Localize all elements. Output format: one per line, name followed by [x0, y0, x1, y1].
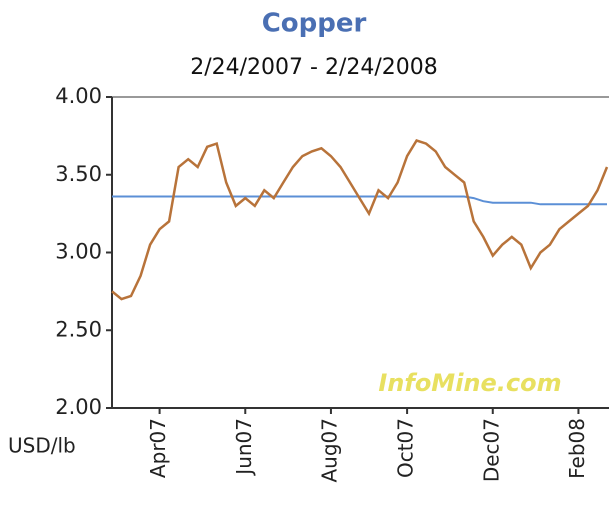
y-tick-label: 2.00 [55, 395, 102, 419]
y-tick-label: 3.50 [55, 162, 102, 186]
chart-title: Copper [262, 9, 367, 39]
x-tick-label: Jun07 [232, 418, 256, 477]
chart-subtitle: 2/24/2007 - 2/24/2008 [190, 55, 438, 80]
x-tick-label: Oct07 [394, 418, 418, 478]
series-line [111, 139, 609, 301]
y-tick-label: 4.00 [55, 84, 102, 108]
x-tick-label: Apr07 [146, 418, 170, 478]
x-tick-label: Aug07 [317, 418, 341, 483]
x-tick-label: Dec07 [479, 418, 503, 482]
y-axis-label: USD/lb [8, 434, 76, 458]
y-tick-label: 2.50 [55, 317, 102, 341]
x-tick-label: Feb08 [565, 418, 589, 479]
watermark: InfoMine.com [378, 369, 561, 397]
y-tick-label: 3.00 [55, 240, 102, 264]
